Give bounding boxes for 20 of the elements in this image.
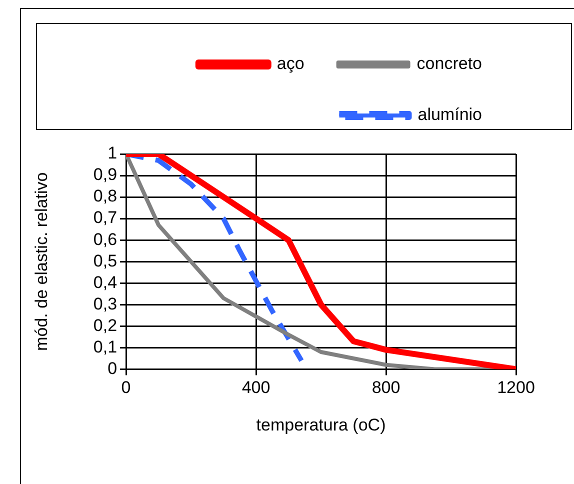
legend-label: alumínio: [418, 105, 482, 124]
x-tick-label: 0: [121, 378, 131, 398]
y-tick-label: 0: [108, 358, 118, 378]
y-tick-label: 0,9: [93, 165, 118, 184]
y-tick-label: 0,3: [93, 294, 118, 314]
y-axis-title: mód. de elastic. relativo: [32, 172, 51, 351]
y-tick-label: 0,5: [93, 251, 118, 270]
x-tick-label: 1200: [497, 378, 535, 398]
x-tick-label: 400: [242, 378, 270, 398]
y-tick-label: 0,2: [93, 316, 118, 335]
x-axis-title: temperatura (oC): [256, 415, 386, 434]
y-tick-label: 0,7: [93, 208, 118, 228]
y-tick-label: 1: [108, 144, 118, 163]
legend-label: aço: [276, 54, 304, 74]
y-tick-label: 0,8: [93, 186, 118, 206]
legend-label: concreto: [416, 54, 482, 74]
y-tick-label: 0,6: [93, 230, 118, 249]
y-tick-label: 0,4: [93, 272, 118, 292]
y-tick-label: 0,1: [93, 337, 118, 356]
x-tick-label: 800: [372, 378, 400, 398]
